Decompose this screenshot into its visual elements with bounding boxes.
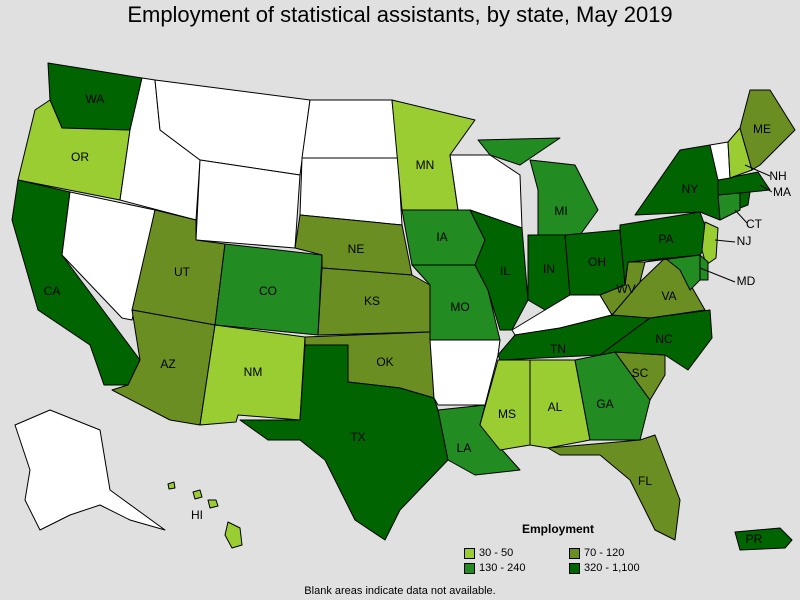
state-SD[interactable] (299, 157, 403, 226)
label-ME: ME (753, 122, 771, 136)
label-IL: IL (500, 264, 510, 278)
legend-swatch (464, 562, 475, 574)
state-AK[interactable] (14, 409, 166, 531)
label-MN: MN (416, 158, 435, 172)
state-FL[interactable] (547, 434, 681, 541)
state-RI[interactable] (739, 191, 751, 209)
label-MD: MD (737, 274, 756, 288)
state-MI[interactable] (529, 159, 599, 236)
leader-lines (699, 164, 773, 283)
legend-item: 70 - 120 (569, 547, 689, 559)
label-NY: NY (682, 182, 699, 196)
state-NJ[interactable] (701, 221, 719, 266)
label-MS: MS (498, 407, 516, 421)
legend-swatch (569, 547, 580, 559)
label-WA: WA (86, 92, 105, 106)
label-CA: CA (44, 284, 61, 298)
state-LA[interactable] (437, 404, 521, 476)
label-HI: HI (191, 508, 203, 522)
label-OR: OR (71, 150, 89, 164)
label-KS: KS (364, 294, 380, 308)
legend-swatch (569, 562, 580, 574)
state-AL[interactable] (529, 359, 591, 449)
state-HI[interactable] (167, 481, 243, 549)
label-AL: AL (548, 400, 563, 414)
state-ME[interactable] (739, 89, 796, 171)
state-TX[interactable] (239, 344, 449, 541)
label-PR: PR (746, 532, 763, 546)
state-WY[interactable] (195, 159, 301, 249)
state-NY[interactable] (634, 144, 726, 221)
legend-item: 130 - 240 (464, 562, 569, 574)
legend-item: 30 - 50 (464, 547, 569, 559)
label-TX: TX (350, 430, 365, 444)
state-ND[interactable] (301, 99, 399, 159)
state-MS[interactable] (479, 359, 531, 451)
label-MI: MI (554, 204, 567, 218)
label-AZ: AZ (160, 357, 175, 371)
label-FL: FL (638, 474, 652, 488)
state-PR[interactable] (734, 527, 793, 551)
label-OK: OK (376, 355, 393, 369)
label-IN: IN (543, 262, 555, 276)
state-MD[interactable] (644, 254, 701, 291)
state-NV[interactable] (61, 191, 156, 321)
footer-note: Blank areas indicate data not available. (304, 585, 496, 597)
label-WV: WV (616, 282, 635, 296)
state-IL[interactable] (469, 209, 529, 331)
legend-title: Employment (522, 522, 595, 536)
label-PA: PA (658, 232, 673, 246)
label-NJ: NJ (737, 234, 752, 248)
label-MA: MA (773, 185, 791, 199)
label-LA: LA (457, 441, 472, 455)
label-GA: GA (596, 397, 613, 411)
label-UT: UT (174, 265, 191, 279)
legend-item: 320 - 1,100 (569, 562, 689, 574)
label-NC: NC (655, 332, 673, 346)
state-MI-up[interactable] (477, 137, 561, 166)
label-IA: IA (436, 230, 447, 244)
label-VA: VA (661, 289, 676, 303)
label-SC: SC (632, 366, 649, 380)
state-CT[interactable] (717, 191, 741, 221)
label-TN: TN (550, 342, 566, 356)
label-OH: OH (588, 255, 606, 269)
label-NM: NM (244, 365, 263, 379)
map-title: Employment of statistical assistants, by… (127, 2, 673, 27)
label-NE: NE (348, 242, 365, 256)
label-CO: CO (259, 284, 277, 298)
legend-swatch (464, 547, 475, 559)
label-MO: MO (450, 300, 469, 314)
label-NH: NH (769, 169, 786, 183)
label-CT: CT (746, 217, 763, 231)
legend: Employment 30 - 50 70 - 120 130 - 240 32… (464, 522, 704, 574)
